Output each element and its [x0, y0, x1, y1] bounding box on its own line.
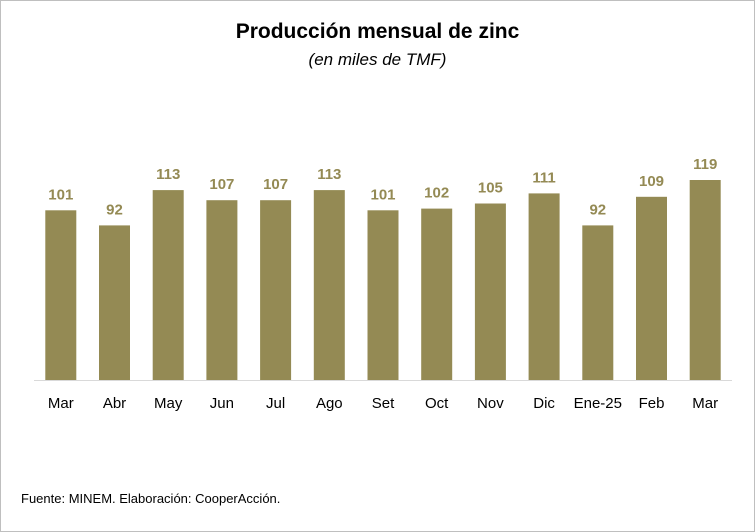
data-label-12: 119 [693, 156, 717, 173]
x-tick-label-7: Oct [425, 395, 449, 412]
bar-10 [582, 225, 614, 380]
source-note: Fuente: MINEM. Elaboración: CooperAcción… [21, 491, 281, 506]
data-label-1: 92 [106, 201, 123, 218]
x-tick-label-12: Mar [692, 395, 718, 412]
bar-3 [206, 200, 238, 380]
x-tick-label-6: Set [372, 395, 395, 412]
bar-4 [260, 200, 292, 380]
data-label-11: 109 [639, 173, 664, 190]
data-label-9: 111 [532, 169, 555, 186]
x-tick-label-9: Dic [533, 395, 555, 412]
x-tick-label-3: Jun [210, 395, 234, 412]
bar-8 [474, 203, 506, 380]
data-label-10: 92 [589, 201, 606, 218]
data-label-8: 105 [478, 180, 503, 197]
data-label-0: 101 [48, 186, 73, 203]
data-label-7: 102 [424, 185, 449, 202]
x-tick-label-10: Ene-25 [574, 395, 622, 412]
data-label-4: 107 [263, 176, 288, 193]
chart-title: Producción mensual de zinc [235, 20, 520, 43]
data-label-6: 101 [370, 186, 395, 203]
chart-subtitle: (en miles de TMF) [308, 50, 447, 69]
data-label-2: 113 [156, 166, 180, 183]
bar-6 [367, 210, 399, 380]
x-tick-label-5: Ago [316, 395, 343, 412]
x-tick-label-11: Feb [639, 395, 665, 412]
x-tick-label-1: Abr [103, 395, 126, 412]
bar-1 [99, 225, 130, 380]
data-label-3: 107 [209, 176, 234, 193]
x-tick-label-0: Mar [48, 395, 74, 412]
x-tick-label-4: Jul [266, 395, 285, 412]
bar-11 [636, 196, 667, 380]
bar-9 [528, 193, 560, 380]
bar-0 [45, 210, 77, 380]
bar-5 [313, 190, 345, 380]
x-tick-label-8: Nov [477, 395, 504, 412]
bar-2 [152, 190, 184, 380]
x-tick-label-2: May [154, 395, 183, 412]
bar-7 [421, 208, 453, 380]
bar-12 [689, 180, 721, 380]
data-label-5: 113 [317, 166, 341, 183]
